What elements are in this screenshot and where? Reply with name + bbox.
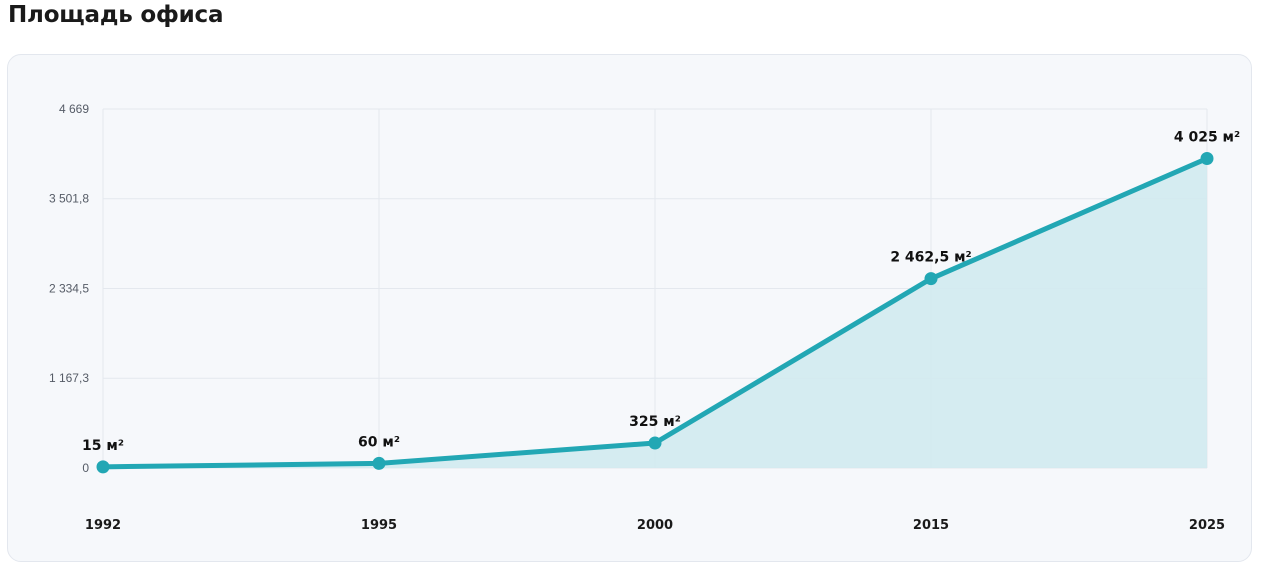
x-tick-label: 1992	[85, 518, 121, 533]
data-point	[372, 456, 386, 470]
series-area	[103, 158, 1207, 468]
x-tick-label: 1995	[361, 518, 397, 533]
y-tick-label: 4 669	[59, 102, 89, 116]
office-area-chart: 15 м² 60 м² 325 м² 2 462,5 м² 4 025 м² 0 1 16…	[49, 102, 1240, 533]
area-layer	[103, 158, 1207, 468]
y-tick-label: 0	[82, 461, 89, 475]
y-tick-label: 2 334,5	[49, 282, 89, 296]
labels-layer: 15 м² 60 м² 325 м² 2 462,5 м² 4 025 м²	[82, 130, 1240, 454]
data-point	[1200, 152, 1214, 166]
y-axis: 0 1 167,3 2 334,5 3 501,8 4 669	[49, 102, 89, 475]
chart-card: 15 м² 60 м² 325 м² 2 462,5 м² 4 025 м² 0 1 16…	[7, 54, 1252, 562]
x-tick-label: 2000	[637, 518, 673, 533]
points-layer	[96, 152, 1214, 474]
data-point	[96, 460, 110, 474]
data-label: 15 м²	[82, 438, 124, 454]
data-point	[924, 272, 938, 286]
data-label: 60 м²	[358, 434, 400, 450]
x-tick-label: 2015	[913, 518, 949, 533]
x-tick-label: 2025	[1189, 518, 1225, 533]
y-tick-label: 1 167,3	[49, 371, 89, 385]
data-label: 2 462,5 м²	[890, 250, 971, 266]
data-point	[648, 436, 662, 450]
y-tick-label: 3 501,8	[49, 192, 89, 206]
data-label: 4 025 м²	[1174, 130, 1240, 146]
x-axis: 1992 1995 2000 2015 2025	[85, 518, 1225, 533]
data-label: 325 м²	[629, 414, 681, 430]
page-title: Площадь офиса	[8, 2, 224, 28]
